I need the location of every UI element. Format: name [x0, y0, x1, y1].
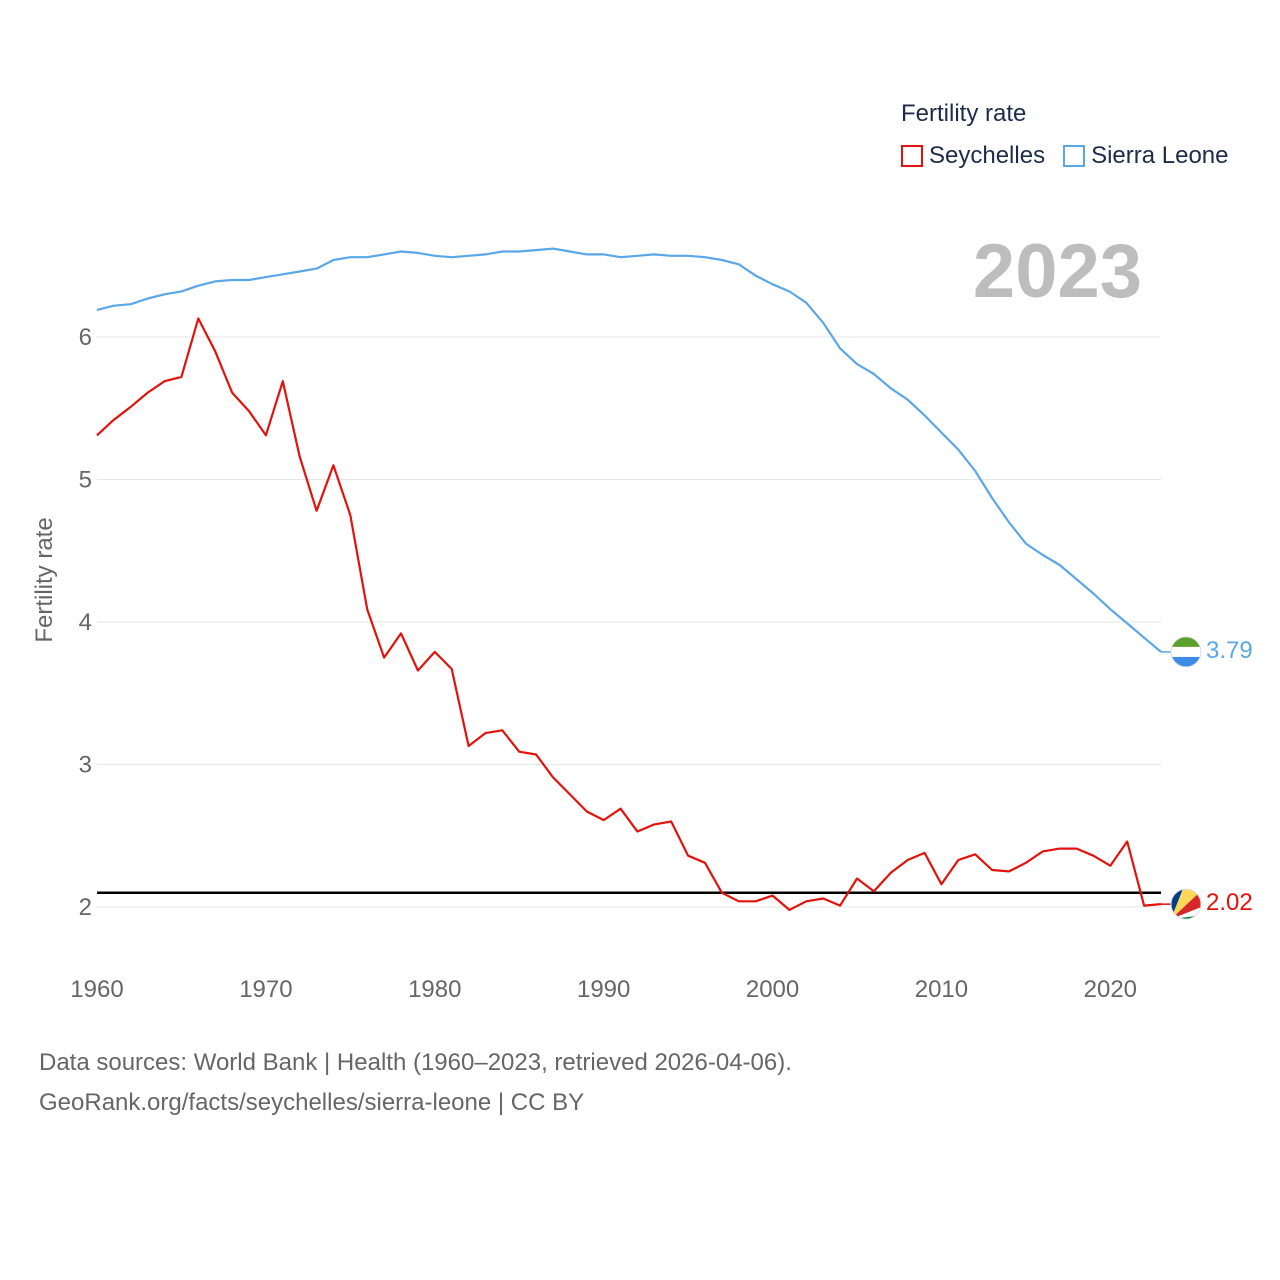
y-tick-label: 4 — [79, 609, 92, 636]
seychelles-flag-icon — [1170, 888, 1202, 920]
footer-sources: Data sources: World Bank | Health (1960–… — [39, 1049, 792, 1076]
footer-link: GeoRank.org/facts/seychelles/sierra-leon… — [39, 1089, 585, 1116]
end-value-seychelles: 2.02 — [1206, 889, 1253, 917]
x-tick-label: 2000 — [746, 976, 799, 1003]
x-tick-label: 1970 — [239, 976, 292, 1003]
footer: Data sources: World Bank | Health (1960–… — [39, 1043, 792, 1123]
x-tick-label: 1960 — [70, 976, 123, 1003]
end-flags — [1170, 636, 1202, 920]
legend-swatch-sierra-leone — [1063, 145, 1086, 167]
y-tick-label: 2 — [79, 894, 92, 921]
legend-item-sierra-leone[interactable]: Sierra Leone — [1063, 142, 1229, 170]
series-line-sierra-leone — [96, 247, 1162, 653]
end-value-sierra-leone: 3.79 — [1206, 636, 1253, 664]
series-lines — [96, 247, 1172, 912]
x-axis-ticks: 1960 1970 1980 1990 2000 2010 2020 — [70, 976, 1137, 1003]
series-line-seychelles — [96, 317, 1162, 912]
gridlines — [97, 336, 1161, 908]
legend-label-sierra-leone: Sierra Leone — [1091, 142, 1229, 169]
x-tick-label: 1990 — [577, 976, 630, 1003]
y-tick-label: 6 — [79, 324, 92, 351]
y-tick-label: 5 — [79, 467, 92, 494]
year-label: 2023 — [972, 229, 1142, 314]
x-tick-label: 2020 — [1084, 976, 1137, 1003]
x-tick-label: 1980 — [408, 976, 461, 1003]
x-tick-label: 2010 — [915, 976, 968, 1003]
legend-item-seychelles[interactable]: Seychelles — [901, 142, 1045, 170]
legend-title: Fertility rate — [901, 100, 1027, 127]
legend-swatch-seychelles — [901, 145, 923, 167]
y-axis-ticks: 2 3 4 5 6 — [79, 324, 92, 921]
legend: Seychelles Sierra Leone — [901, 142, 1229, 170]
y-tick-label: 3 — [79, 752, 92, 779]
y-axis-label: Fertility rate — [31, 517, 58, 642]
sierra-leone-flag-icon — [1170, 636, 1202, 668]
legend-label-seychelles: Seychelles — [929, 142, 1046, 169]
